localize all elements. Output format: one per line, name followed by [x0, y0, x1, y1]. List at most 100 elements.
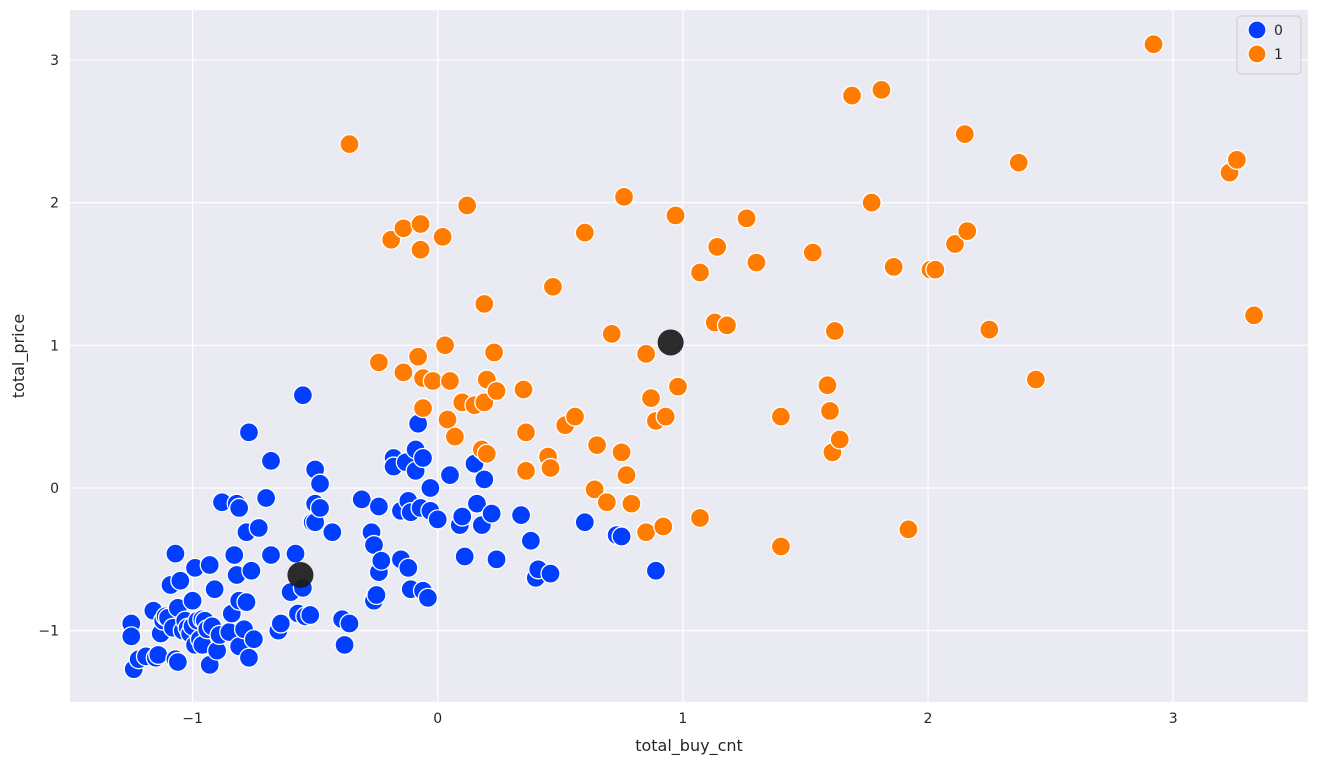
- x-tick-label: 1: [678, 711, 687, 727]
- data-point-series-0: [260, 450, 282, 472]
- data-point-series-0: [292, 385, 314, 406]
- data-point-series-1: [819, 400, 841, 422]
- data-point-series-0: [238, 647, 260, 668]
- data-point-series-0: [645, 560, 667, 581]
- data-point-series-1: [944, 233, 966, 255]
- data-point-series-0: [611, 526, 632, 547]
- data-point-series-1: [611, 442, 632, 463]
- data-point-series-0: [170, 570, 191, 591]
- data-point-series-1: [393, 362, 414, 383]
- data-point-series-1: [1025, 369, 1047, 390]
- data-point-series-1: [689, 262, 711, 283]
- data-point-series-0: [255, 487, 277, 509]
- data-points: [121, 34, 1265, 680]
- data-point-series-1: [486, 380, 507, 402]
- data-point-series-0: [199, 554, 220, 576]
- data-point-series-0: [309, 473, 331, 494]
- data-point-series-0: [229, 497, 250, 519]
- data-point-series-1: [434, 335, 456, 356]
- centroid-marker: [287, 562, 314, 589]
- y-tick-label: 1: [50, 338, 59, 354]
- centroid-markers: [287, 329, 684, 589]
- data-point-series-0: [371, 550, 392, 571]
- data-point-series-0: [165, 543, 186, 564]
- data-point-series-0: [224, 544, 245, 566]
- y-axis-label: total_price: [9, 314, 29, 398]
- data-point-series-0: [241, 560, 262, 581]
- data-point-series-0: [466, 493, 488, 514]
- data-point-series-1: [861, 192, 882, 213]
- data-point-series-0: [452, 506, 473, 527]
- data-point-series-1: [746, 252, 767, 273]
- legend-label: 1: [1274, 47, 1283, 63]
- data-point-series-1: [513, 379, 534, 400]
- data-point-series-1: [586, 435, 608, 456]
- data-point-series-1: [437, 409, 458, 430]
- data-point-series-1: [542, 276, 564, 297]
- grid-lines: [70, 10, 1308, 702]
- legend-marker: [1247, 20, 1267, 40]
- data-point-series-1: [667, 376, 689, 397]
- data-point-series-0: [148, 644, 169, 666]
- data-point-series-1: [407, 346, 429, 367]
- data-point-series-1: [483, 342, 505, 363]
- data-point-series-1: [540, 457, 561, 479]
- data-point-series-1: [339, 133, 360, 155]
- y-tick-label: 2: [50, 196, 59, 212]
- data-point-series-1: [824, 320, 846, 342]
- data-point-series-1: [515, 460, 537, 482]
- data-point-series-0: [368, 496, 390, 517]
- data-point-series-0: [454, 546, 475, 567]
- data-point-series-1: [871, 79, 892, 101]
- data-point-series-1: [689, 507, 711, 529]
- data-point-series-1: [829, 429, 850, 450]
- data-point-series-1: [432, 226, 453, 248]
- data-point-series-1: [621, 493, 642, 514]
- data-point-series-0: [322, 522, 343, 543]
- data-point-series-1: [368, 352, 390, 373]
- data-point-series-1: [616, 464, 637, 486]
- data-point-series-0: [439, 464, 461, 486]
- data-point-series-0: [486, 549, 507, 570]
- legend-label: 0: [1274, 23, 1283, 39]
- data-point-series-1: [640, 387, 662, 409]
- data-point-series-1: [957, 221, 978, 242]
- data-point-series-0: [285, 543, 306, 564]
- data-point-series-1: [707, 236, 728, 257]
- data-point-series-1: [422, 370, 443, 392]
- data-point-series-1: [456, 195, 478, 216]
- data-point-series-0: [351, 489, 372, 510]
- data-point-series-1: [515, 422, 537, 443]
- data-point-series-0: [398, 557, 419, 579]
- data-point-series-1: [817, 375, 838, 396]
- data-point-series-1: [665, 205, 686, 226]
- data-point-series-0: [309, 497, 331, 519]
- data-point-series-1: [393, 218, 414, 239]
- data-point-series-0: [427, 509, 448, 530]
- data-point-series-1: [925, 259, 946, 280]
- data-point-series-1: [653, 516, 674, 537]
- data-point-series-0: [204, 579, 225, 600]
- data-point-series-1: [410, 239, 431, 260]
- data-point-series-1: [564, 406, 586, 427]
- y-tick-label: 3: [50, 53, 59, 69]
- data-point-series-1: [841, 85, 863, 106]
- data-point-series-0: [540, 563, 561, 584]
- data-point-series-1: [574, 222, 595, 243]
- data-point-series-1: [476, 443, 497, 464]
- data-point-series-1: [770, 406, 792, 427]
- data-point-series-0: [121, 626, 142, 647]
- data-point-series-0: [474, 469, 495, 490]
- data-point-series-1: [601, 323, 622, 345]
- data-point-series-1: [1008, 152, 1029, 173]
- legend: 01: [1236, 15, 1302, 75]
- data-point-series-0: [300, 604, 321, 626]
- data-point-series-0: [574, 512, 595, 533]
- data-point-series-1: [883, 256, 904, 277]
- data-point-series-1: [898, 519, 919, 540]
- data-point-series-0: [260, 544, 282, 566]
- data-point-series-1: [1143, 34, 1164, 55]
- x-tick-label: 3: [1169, 711, 1178, 727]
- data-point-series-1: [596, 492, 618, 513]
